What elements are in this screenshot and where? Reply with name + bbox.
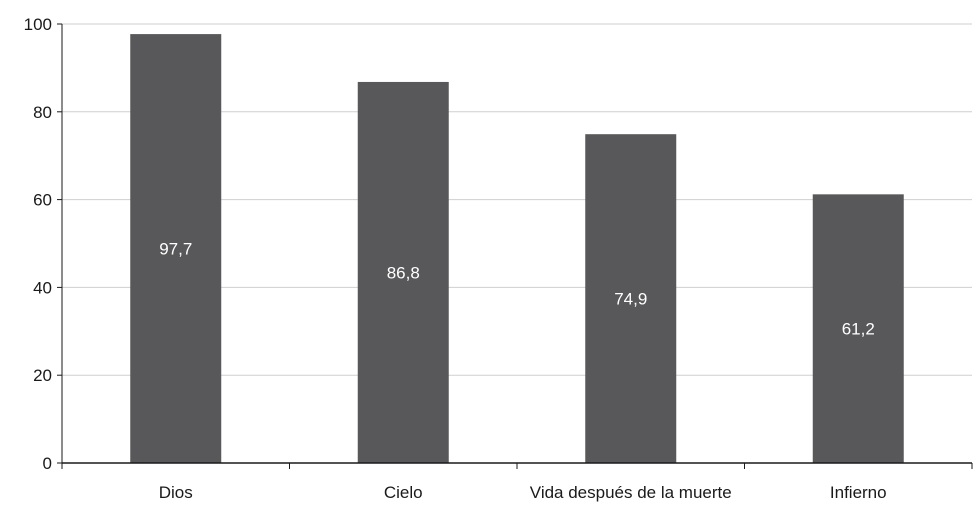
- data-label: 97,7: [159, 240, 192, 259]
- axes: [57, 23, 973, 469]
- bars: [130, 34, 904, 464]
- category-labels: Dios Cielo Vida después de la muerte Infier…: [159, 483, 887, 502]
- bar: [130, 34, 222, 464]
- y-tick-label: 40: [33, 278, 52, 297]
- bar: [585, 134, 677, 463]
- category-label: Infierno: [830, 483, 887, 502]
- y-tick-label: 100: [24, 15, 52, 34]
- category-label: Vida después de la muerte: [530, 483, 732, 502]
- bar: [357, 81, 449, 463]
- category-label: Cielo: [384, 483, 423, 502]
- y-tick-label: 0: [43, 454, 52, 473]
- y-tick-label: 60: [33, 191, 52, 210]
- y-tick-label: 20: [33, 366, 52, 385]
- category-label: Dios: [159, 483, 193, 502]
- data-labels: 97,7 86,8 74,9 61,2: [159, 240, 875, 339]
- data-label: 61,2: [842, 320, 875, 339]
- y-tick-label: 80: [33, 103, 52, 122]
- y-tick-labels: 0 20 40 60 80 100: [24, 15, 52, 473]
- data-label: 74,9: [614, 290, 647, 309]
- bar: [812, 194, 904, 463]
- data-label: 86,8: [387, 263, 420, 282]
